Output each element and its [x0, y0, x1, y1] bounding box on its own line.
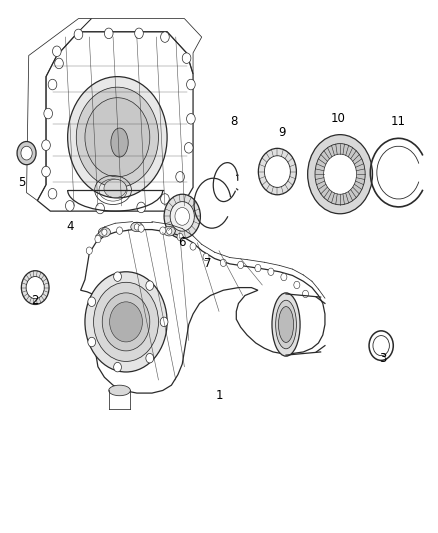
Circle shape	[137, 202, 145, 213]
Circle shape	[96, 203, 104, 214]
Circle shape	[255, 264, 261, 272]
Text: 2: 2	[32, 294, 39, 308]
Circle shape	[134, 224, 139, 230]
Circle shape	[88, 337, 95, 347]
Circle shape	[114, 272, 121, 281]
Circle shape	[161, 193, 169, 204]
Circle shape	[268, 268, 274, 276]
Circle shape	[203, 253, 209, 261]
Circle shape	[167, 228, 172, 235]
Circle shape	[21, 146, 32, 160]
Circle shape	[42, 166, 50, 177]
Circle shape	[303, 290, 308, 297]
Text: 1: 1	[215, 389, 223, 402]
Text: 9: 9	[278, 125, 286, 139]
Circle shape	[102, 229, 107, 236]
Circle shape	[187, 114, 195, 124]
Circle shape	[88, 297, 95, 306]
Circle shape	[48, 79, 57, 90]
Circle shape	[190, 243, 196, 250]
Circle shape	[67, 77, 167, 198]
Circle shape	[220, 259, 226, 266]
Text: 3: 3	[380, 352, 387, 365]
Ellipse shape	[163, 227, 175, 236]
Circle shape	[26, 277, 44, 298]
Circle shape	[170, 201, 194, 231]
Text: 7: 7	[205, 257, 212, 270]
Circle shape	[55, 58, 64, 69]
Circle shape	[94, 282, 159, 361]
Circle shape	[146, 281, 154, 290]
Circle shape	[102, 293, 150, 351]
Circle shape	[85, 272, 167, 372]
Circle shape	[184, 142, 193, 153]
Circle shape	[160, 227, 166, 235]
Circle shape	[53, 46, 61, 56]
Circle shape	[182, 53, 191, 63]
Text: 5: 5	[18, 175, 26, 189]
Text: 6: 6	[179, 236, 186, 249]
Circle shape	[42, 140, 50, 150]
Circle shape	[177, 233, 183, 241]
Circle shape	[160, 317, 168, 327]
Ellipse shape	[99, 228, 110, 237]
Circle shape	[85, 98, 150, 177]
Circle shape	[110, 302, 142, 342]
Circle shape	[258, 148, 297, 195]
Ellipse shape	[279, 306, 293, 342]
Circle shape	[315, 143, 365, 205]
Circle shape	[21, 271, 49, 304]
Circle shape	[164, 194, 201, 239]
Circle shape	[265, 156, 290, 188]
Circle shape	[294, 281, 300, 289]
Circle shape	[17, 141, 36, 165]
Circle shape	[66, 200, 74, 211]
Circle shape	[161, 32, 169, 42]
Circle shape	[281, 273, 287, 281]
Circle shape	[76, 87, 159, 188]
Text: 4: 4	[66, 221, 74, 233]
Text: 10: 10	[331, 112, 345, 125]
Circle shape	[104, 28, 113, 39]
Circle shape	[176, 172, 184, 182]
Ellipse shape	[131, 222, 143, 232]
Circle shape	[146, 353, 154, 363]
Circle shape	[307, 135, 372, 214]
Ellipse shape	[109, 385, 131, 395]
Circle shape	[95, 236, 101, 243]
Circle shape	[86, 247, 92, 254]
Circle shape	[117, 227, 123, 235]
Circle shape	[324, 154, 357, 194]
Circle shape	[114, 362, 121, 372]
Circle shape	[74, 29, 83, 39]
Circle shape	[138, 225, 144, 232]
Circle shape	[134, 28, 143, 39]
Circle shape	[187, 79, 195, 90]
Circle shape	[48, 189, 57, 199]
Circle shape	[237, 261, 244, 269]
Circle shape	[44, 108, 53, 119]
Circle shape	[175, 207, 190, 225]
Ellipse shape	[272, 293, 300, 356]
Ellipse shape	[111, 128, 128, 157]
Text: 11: 11	[391, 115, 406, 128]
Ellipse shape	[276, 300, 297, 349]
Ellipse shape	[104, 179, 127, 198]
Text: 8: 8	[230, 115, 238, 128]
